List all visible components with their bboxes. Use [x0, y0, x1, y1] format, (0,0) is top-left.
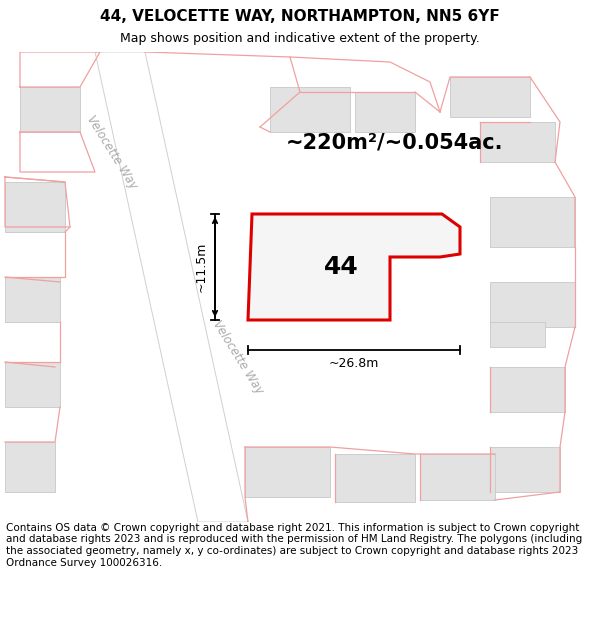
Text: Map shows position and indicative extent of the property.: Map shows position and indicative extent… — [120, 32, 480, 45]
Polygon shape — [5, 182, 65, 232]
Polygon shape — [420, 454, 495, 500]
Polygon shape — [490, 197, 575, 247]
Text: Velocette Way: Velocette Way — [210, 318, 266, 396]
Polygon shape — [248, 214, 460, 320]
Polygon shape — [480, 122, 555, 162]
Text: ~26.8m: ~26.8m — [329, 357, 379, 371]
Polygon shape — [95, 52, 248, 522]
Text: 44: 44 — [323, 255, 358, 279]
Polygon shape — [490, 282, 575, 327]
Polygon shape — [490, 322, 545, 347]
Polygon shape — [490, 367, 565, 412]
Polygon shape — [5, 362, 60, 407]
Polygon shape — [5, 277, 60, 322]
Text: Velocette Way: Velocette Way — [84, 113, 140, 191]
Polygon shape — [355, 92, 415, 132]
Polygon shape — [20, 87, 80, 132]
Polygon shape — [245, 447, 330, 497]
Polygon shape — [335, 454, 415, 502]
Polygon shape — [450, 77, 530, 117]
Text: ~220m²/~0.054ac.: ~220m²/~0.054ac. — [286, 132, 504, 152]
Polygon shape — [490, 447, 560, 492]
Polygon shape — [270, 87, 350, 132]
Text: Contains OS data © Crown copyright and database right 2021. This information is : Contains OS data © Crown copyright and d… — [6, 522, 582, 568]
Text: 44, VELOCETTE WAY, NORTHAMPTON, NN5 6YF: 44, VELOCETTE WAY, NORTHAMPTON, NN5 6YF — [100, 9, 500, 24]
Polygon shape — [5, 442, 55, 492]
Text: ~11.5m: ~11.5m — [194, 242, 208, 292]
